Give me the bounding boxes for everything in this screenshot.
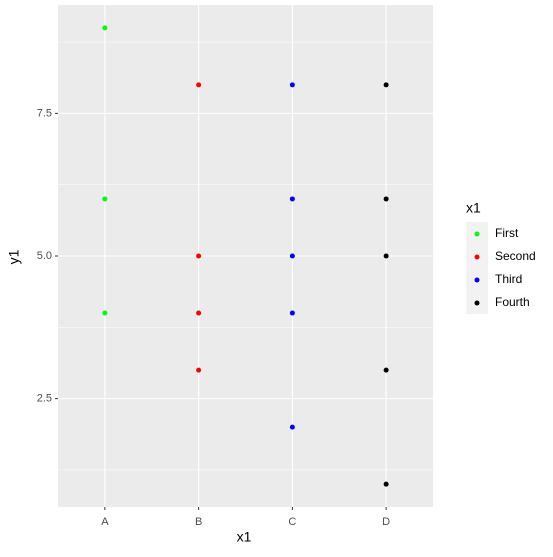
legend-label: First — [495, 226, 519, 240]
y-tick-label: 2.5 — [37, 393, 52, 405]
x-axis-title: x1 — [237, 529, 252, 545]
point — [196, 253, 202, 259]
point — [383, 481, 389, 487]
legend-label: Second — [495, 249, 536, 263]
point — [196, 310, 202, 316]
point — [289, 196, 295, 202]
legend-label: Third — [495, 272, 522, 286]
x-tick-label: C — [288, 516, 296, 528]
legend-label: Fourth — [495, 295, 530, 309]
y-tick-label: 5.0 — [37, 250, 52, 262]
point — [289, 253, 295, 259]
point — [196, 367, 202, 373]
x-tick-label: D — [382, 516, 390, 528]
point — [102, 196, 108, 202]
point — [383, 196, 389, 202]
legend-key — [474, 231, 480, 237]
legend-key — [474, 277, 480, 283]
legend-key — [474, 300, 480, 306]
point — [383, 82, 389, 88]
x-tick-label: B — [195, 516, 202, 528]
point — [196, 82, 202, 88]
y-tick-label: 7.5 — [37, 107, 52, 119]
x-tick-label: A — [101, 516, 109, 528]
point — [289, 82, 295, 88]
point — [289, 310, 295, 316]
legend-keys-bg — [466, 222, 488, 314]
point — [383, 253, 389, 259]
point — [102, 25, 108, 31]
point — [289, 424, 295, 430]
y-axis-title: y1 — [6, 249, 22, 264]
legend-title: x1 — [466, 200, 481, 216]
point — [383, 367, 389, 373]
point — [102, 310, 108, 316]
legend-key — [474, 254, 480, 260]
